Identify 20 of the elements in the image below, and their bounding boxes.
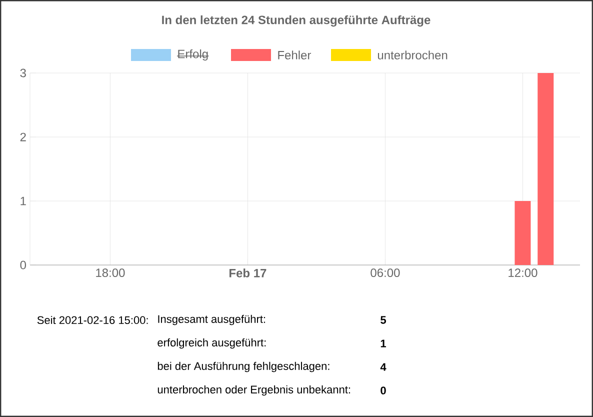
- legend-label: Fehler: [278, 50, 312, 60]
- text: Seit 2021-02-16 15:00:: [37, 316, 148, 324]
- x-tick-label: 12:00: [508, 268, 538, 278]
- text: 4: [380, 363, 386, 371]
- text: erfolgreich ausgeführt:: [158, 338, 266, 349]
- text: bei der Ausführung fehlgeschlagen:: [158, 362, 330, 372]
- y-tick-label: 2: [20, 132, 26, 142]
- x-tick-label: Feb 17: [230, 268, 266, 278]
- y-tick-label: 0: [20, 260, 26, 270]
- chart-title: In den letzten 24 Stunden ausgeführte Aufträge: [162, 15, 430, 27]
- y-tick-label: 3: [20, 68, 26, 78]
- y-tick-label: 1: [20, 196, 26, 206]
- text: 0: [380, 386, 386, 394]
- x-tick-label: 06:00: [370, 268, 400, 278]
- text: 5: [380, 316, 386, 324]
- x-tick-label: 18:00: [96, 268, 125, 278]
- legend-label: unterbrochen: [378, 50, 448, 60]
- text: unterbrochen oder Ergebnis unbekannt:: [158, 385, 350, 396]
- text: 1: [380, 340, 386, 348]
- text: Insgesamt ausgeführt:: [158, 314, 266, 326]
